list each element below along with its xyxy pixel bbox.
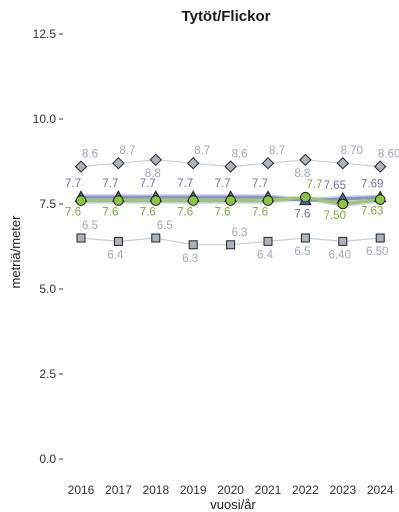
y-tick-label: 0.0 xyxy=(39,452,56,466)
data-label: 6.5 xyxy=(294,246,310,258)
y-tick-label: 12.5 xyxy=(33,27,57,41)
data-point-square xyxy=(375,233,385,243)
data-label: 6.3 xyxy=(182,253,198,265)
data-point-circle xyxy=(262,195,274,206)
data-label: 7.6 xyxy=(177,207,193,219)
y-axis: 0.0 2.5 5.0 7.5 10.0 12.5 xyxy=(33,27,63,466)
data-point-diamond xyxy=(74,160,88,173)
data-point-diamond xyxy=(373,160,387,173)
data-label: 6.4 xyxy=(107,249,124,261)
data-point-circle xyxy=(113,195,124,206)
data-label: 7.7 xyxy=(177,178,193,190)
marker-layer xyxy=(74,153,387,250)
data-label: 6.5 xyxy=(82,220,98,232)
data-label: 8.8 xyxy=(294,168,310,180)
data-label: 7.7 xyxy=(215,178,231,190)
data-point-diamond xyxy=(299,153,312,167)
data-label: 7.69 xyxy=(361,179,383,191)
data-label: 7.6 xyxy=(65,207,81,219)
data-label: 7.6 xyxy=(252,207,268,219)
data-point-circle xyxy=(187,195,199,206)
data-label: 7.6 xyxy=(102,207,118,219)
data-point-circle xyxy=(374,194,386,205)
data-point-square xyxy=(226,240,236,250)
data-label: 7.50 xyxy=(324,210,346,222)
data-label: 6.40 xyxy=(329,249,351,261)
data-label: 6.50 xyxy=(366,246,388,258)
x-tick-label: 2021 xyxy=(255,483,282,497)
y-tick-label: 5.0 xyxy=(39,282,56,296)
data-point-circle xyxy=(337,198,349,210)
y-tick-label: 2.5 xyxy=(39,367,56,381)
x-tick-label: 2018 xyxy=(142,483,169,497)
data-point-diamond xyxy=(149,153,163,167)
data-label: 8.70 xyxy=(341,145,363,157)
x-tick-label: 2023 xyxy=(329,483,356,497)
data-point-square xyxy=(300,233,310,243)
x-tick-label: 2016 xyxy=(68,483,95,497)
data-point-square xyxy=(263,236,273,246)
y-axis-label: metriä/meter xyxy=(8,215,23,289)
data-point-square xyxy=(151,233,161,243)
x-tick-label: 2024 xyxy=(367,483,394,497)
data-label: 7.6 xyxy=(294,209,310,221)
data-point-circle xyxy=(75,195,87,206)
data-point-circle xyxy=(225,195,236,206)
data-label: 7.7 xyxy=(252,178,268,190)
data-point-diamond xyxy=(261,156,275,170)
data-point-diamond xyxy=(336,156,350,170)
data-point-diamond xyxy=(224,160,237,173)
y-tick-label: 10.0 xyxy=(33,112,57,126)
data-label: 7.63 xyxy=(361,206,383,218)
data-point-square xyxy=(113,236,123,246)
data-point-square xyxy=(338,236,348,246)
data-label: 8.60 xyxy=(378,149,399,161)
data-label: 7.65 xyxy=(324,180,346,192)
data-point-circle xyxy=(150,195,162,206)
data-label: 6.5 xyxy=(157,220,173,232)
data-label: 7.6 xyxy=(215,207,231,219)
data-label: 7.6 xyxy=(140,207,156,219)
chart-title: Tytöt/Flickor xyxy=(182,8,271,25)
x-tick-label: 2022 xyxy=(292,483,319,497)
data-label: 8.6 xyxy=(82,149,98,161)
x-axis-label: vuosi/år xyxy=(210,497,256,512)
data-label: 8.7 xyxy=(119,145,135,157)
y-tick-label: 7.5 xyxy=(39,197,56,211)
data-label: 7.7 xyxy=(140,178,156,190)
data-label: 7.7 xyxy=(65,178,81,190)
data-label: 7.7 xyxy=(102,178,118,190)
data-point-square xyxy=(76,233,86,243)
data-point-diamond xyxy=(112,156,125,170)
data-label: 7.7 xyxy=(306,179,322,191)
data-label: 6.4 xyxy=(257,249,274,261)
x-tick-label: 2017 xyxy=(105,483,132,497)
data-label: 8.8 xyxy=(145,168,161,180)
x-tick-label: 2020 xyxy=(217,483,244,497)
data-point-square xyxy=(188,240,198,250)
data-point-diamond xyxy=(186,156,200,170)
data-point-circle xyxy=(300,191,311,203)
x-axis: 2016 2017 2018 2019 2020 2021 2022 2023 2024 xyxy=(68,483,394,497)
data-label: 6.3 xyxy=(232,227,248,239)
x-tick-label: 2019 xyxy=(180,483,207,497)
label-layer: 8.6 8.78.88.7 8.6 8.78.88.70 8.607.7 7.7 7.7 7.… xyxy=(65,145,399,265)
data-label: 8.7 xyxy=(269,145,285,157)
data-label: 8.6 xyxy=(232,149,248,161)
data-label: 8.7 xyxy=(194,145,210,157)
